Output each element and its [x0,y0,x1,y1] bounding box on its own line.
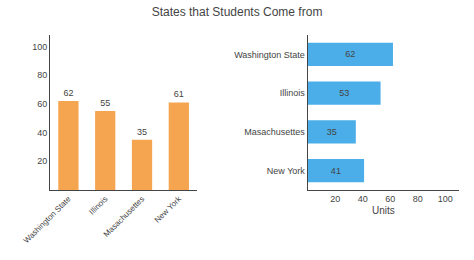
svg-text:41: 41 [331,166,341,176]
svg-text:New York: New York [267,166,306,176]
svg-text:62: 62 [345,49,355,59]
svg-text:Illinois: Illinois [280,88,306,98]
svg-text:100: 100 [32,42,47,52]
svg-text:Illinois: Illinois [87,194,109,216]
svg-text:35: 35 [327,127,337,137]
svg-text:55: 55 [100,98,110,108]
svg-text:60: 60 [37,99,47,109]
svg-text:61: 61 [174,89,184,99]
svg-text:35: 35 [137,127,147,137]
svg-text:80: 80 [413,194,423,204]
svg-text:Masachusettes: Masachusettes [244,127,305,137]
svg-text:62: 62 [63,88,73,98]
svg-text:60: 60 [385,194,395,204]
svg-text:40: 40 [37,128,47,138]
svg-text:Washington State: Washington State [22,194,73,245]
svg-text:Masachusettes: Masachusettes [102,194,146,238]
svg-text:New York: New York [153,194,184,225]
svg-text:80: 80 [37,70,47,80]
svg-text:20: 20 [330,194,340,204]
svg-text:53: 53 [339,88,349,98]
svg-text:Washington State: Washington State [234,50,305,60]
svg-text:Units: Units [372,205,395,216]
svg-text:20: 20 [37,156,47,166]
svg-text:States that Students Come from: States that Students Come from [152,5,323,19]
svg-text:100: 100 [438,194,453,204]
svg-text:40: 40 [358,194,368,204]
